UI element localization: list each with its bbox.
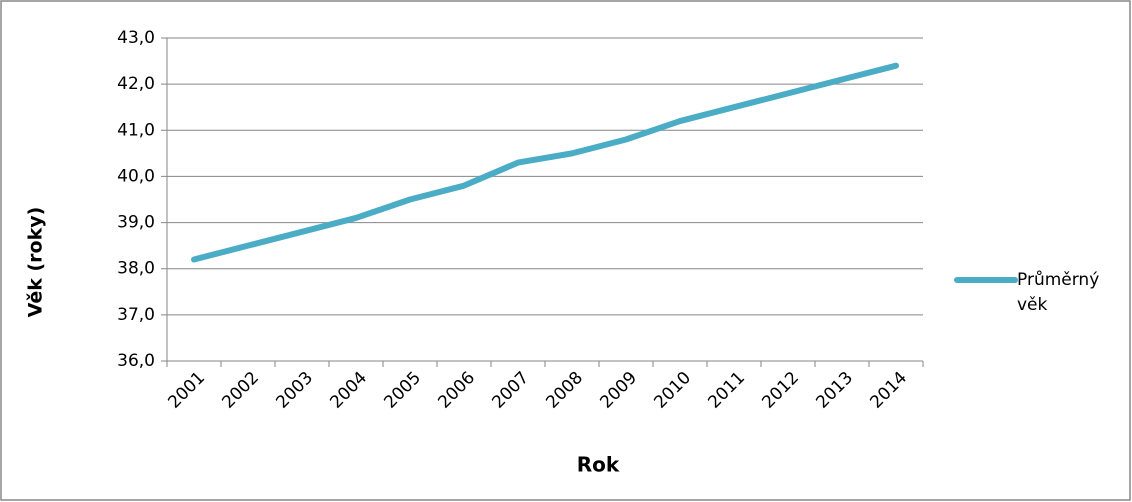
y-tick-label: 36,0 [117, 351, 155, 371]
y-tick-label: 39,0 [117, 213, 155, 233]
y-tick-label: 40,0 [117, 166, 155, 186]
y-tick-label: 38,0 [117, 259, 155, 279]
legend-label: Průměrný věk [1017, 270, 1100, 315]
y-tick-label: 41,0 [117, 120, 155, 140]
y-tick-label: 37,0 [117, 305, 155, 325]
y-tick-label: 42,0 [117, 74, 155, 94]
y-axis-title: Věk (roky) [25, 207, 47, 318]
y-tick-label: 43,0 [117, 28, 155, 48]
x-axis-title: Rok [577, 453, 620, 477]
data-line [191, 62, 899, 263]
